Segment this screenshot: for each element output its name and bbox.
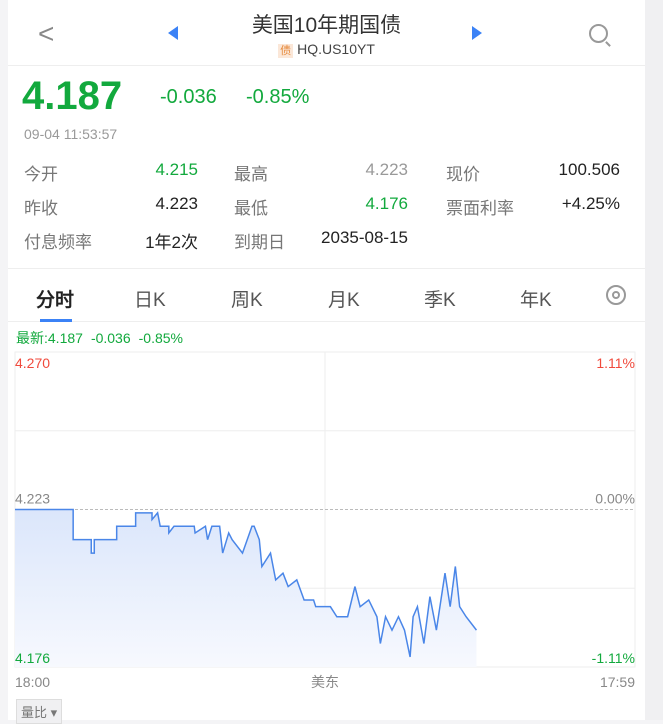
prev-triangle-icon[interactable] <box>168 26 178 40</box>
stat-value: +4.25% <box>561 194 620 213</box>
latest-change: -0.036 <box>90 330 131 346</box>
price-change-pct: -0.85% <box>246 86 310 108</box>
quote-page: < 美国10年期国债 债 HQ.US10YT 4.187 -0.036 -0.85… <box>8 0 645 724</box>
stat-value: 4.223 <box>155 194 198 213</box>
stat-value: 4.215 <box>155 160 198 179</box>
code-text: HQ.US10YT <box>297 41 375 57</box>
tab-0[interactable]: 分时 <box>36 290 75 311</box>
stat-value: 2035-08-15 <box>321 228 408 247</box>
stat-label: 最低 <box>234 199 268 218</box>
x-tick: 美东 <box>311 674 339 690</box>
latest-pct: -0.85% <box>138 330 183 346</box>
current-price: 4.187 <box>22 74 123 118</box>
stat-value: 4.223 <box>365 160 408 179</box>
y-tick-left: 4.223 <box>15 491 50 507</box>
stat-value: 100.506 <box>558 160 620 179</box>
quote-time: 09-04 11:53:57 <box>24 126 118 142</box>
stat-label: 现价 <box>446 165 480 184</box>
y-tick-right: -1.11% <box>592 650 635 666</box>
y-tick-left: 4.270 <box>15 355 50 371</box>
stat-label: 昨收 <box>24 199 58 218</box>
tab-3[interactable]: 月K <box>328 290 360 311</box>
tab-4[interactable]: 季K <box>424 290 456 311</box>
tab-1[interactable]: 日K <box>134 290 166 311</box>
stat-value: 4.176 <box>365 194 408 213</box>
y-tick-right: 0.00% <box>595 491 635 507</box>
stat-label: 票面利率 <box>446 199 514 218</box>
security-code: 债 HQ.US10YT <box>8 41 645 58</box>
bond-badge: 债 <box>278 44 294 58</box>
x-tick: 18:00 <box>15 674 50 690</box>
settings-icon[interactable] <box>606 285 626 305</box>
stat-value: 1年2次 <box>145 233 198 252</box>
latest-price: 最新:4.187 <box>16 330 83 346</box>
tab-2[interactable]: 周K <box>231 290 263 311</box>
page-title: 美国10年期国债 <box>251 14 402 37</box>
stat-label: 到期日 <box>234 233 285 252</box>
y-tick-left: 4.176 <box>15 650 50 666</box>
y-tick-right: 1.11% <box>596 355 635 371</box>
stat-label: 最高 <box>234 165 268 184</box>
stat-label: 今开 <box>24 165 58 184</box>
x-tick: 17:59 <box>600 674 635 690</box>
price-change: -0.036 <box>160 86 217 108</box>
search-icon[interactable] <box>589 24 608 43</box>
active-tab-underline <box>40 319 72 322</box>
next-triangle-icon[interactable] <box>472 26 482 40</box>
header: < 美国10年期国债 债 HQ.US10YT <box>8 0 645 66</box>
intraday-chart[interactable]: 4.270 4.223 4.176 1.11% 0.00% -1.11% 18:00 美东 17… <box>8 340 645 700</box>
latest-bar: 最新:4.187 -0.036 -0.85% <box>16 328 191 348</box>
price-line <box>15 508 478 658</box>
volume-selector[interactable]: 量比 ▾ <box>16 699 63 724</box>
scrollbar-track <box>645 0 663 720</box>
price-area <box>15 509 477 667</box>
back-chevron-icon[interactable]: < <box>38 18 55 49</box>
chart-tabs: 分时 日K 周K 月K 季K 年K <box>8 268 645 322</box>
stat-label: 付息频率 <box>24 233 92 252</box>
tab-5[interactable]: 年K <box>520 290 552 311</box>
